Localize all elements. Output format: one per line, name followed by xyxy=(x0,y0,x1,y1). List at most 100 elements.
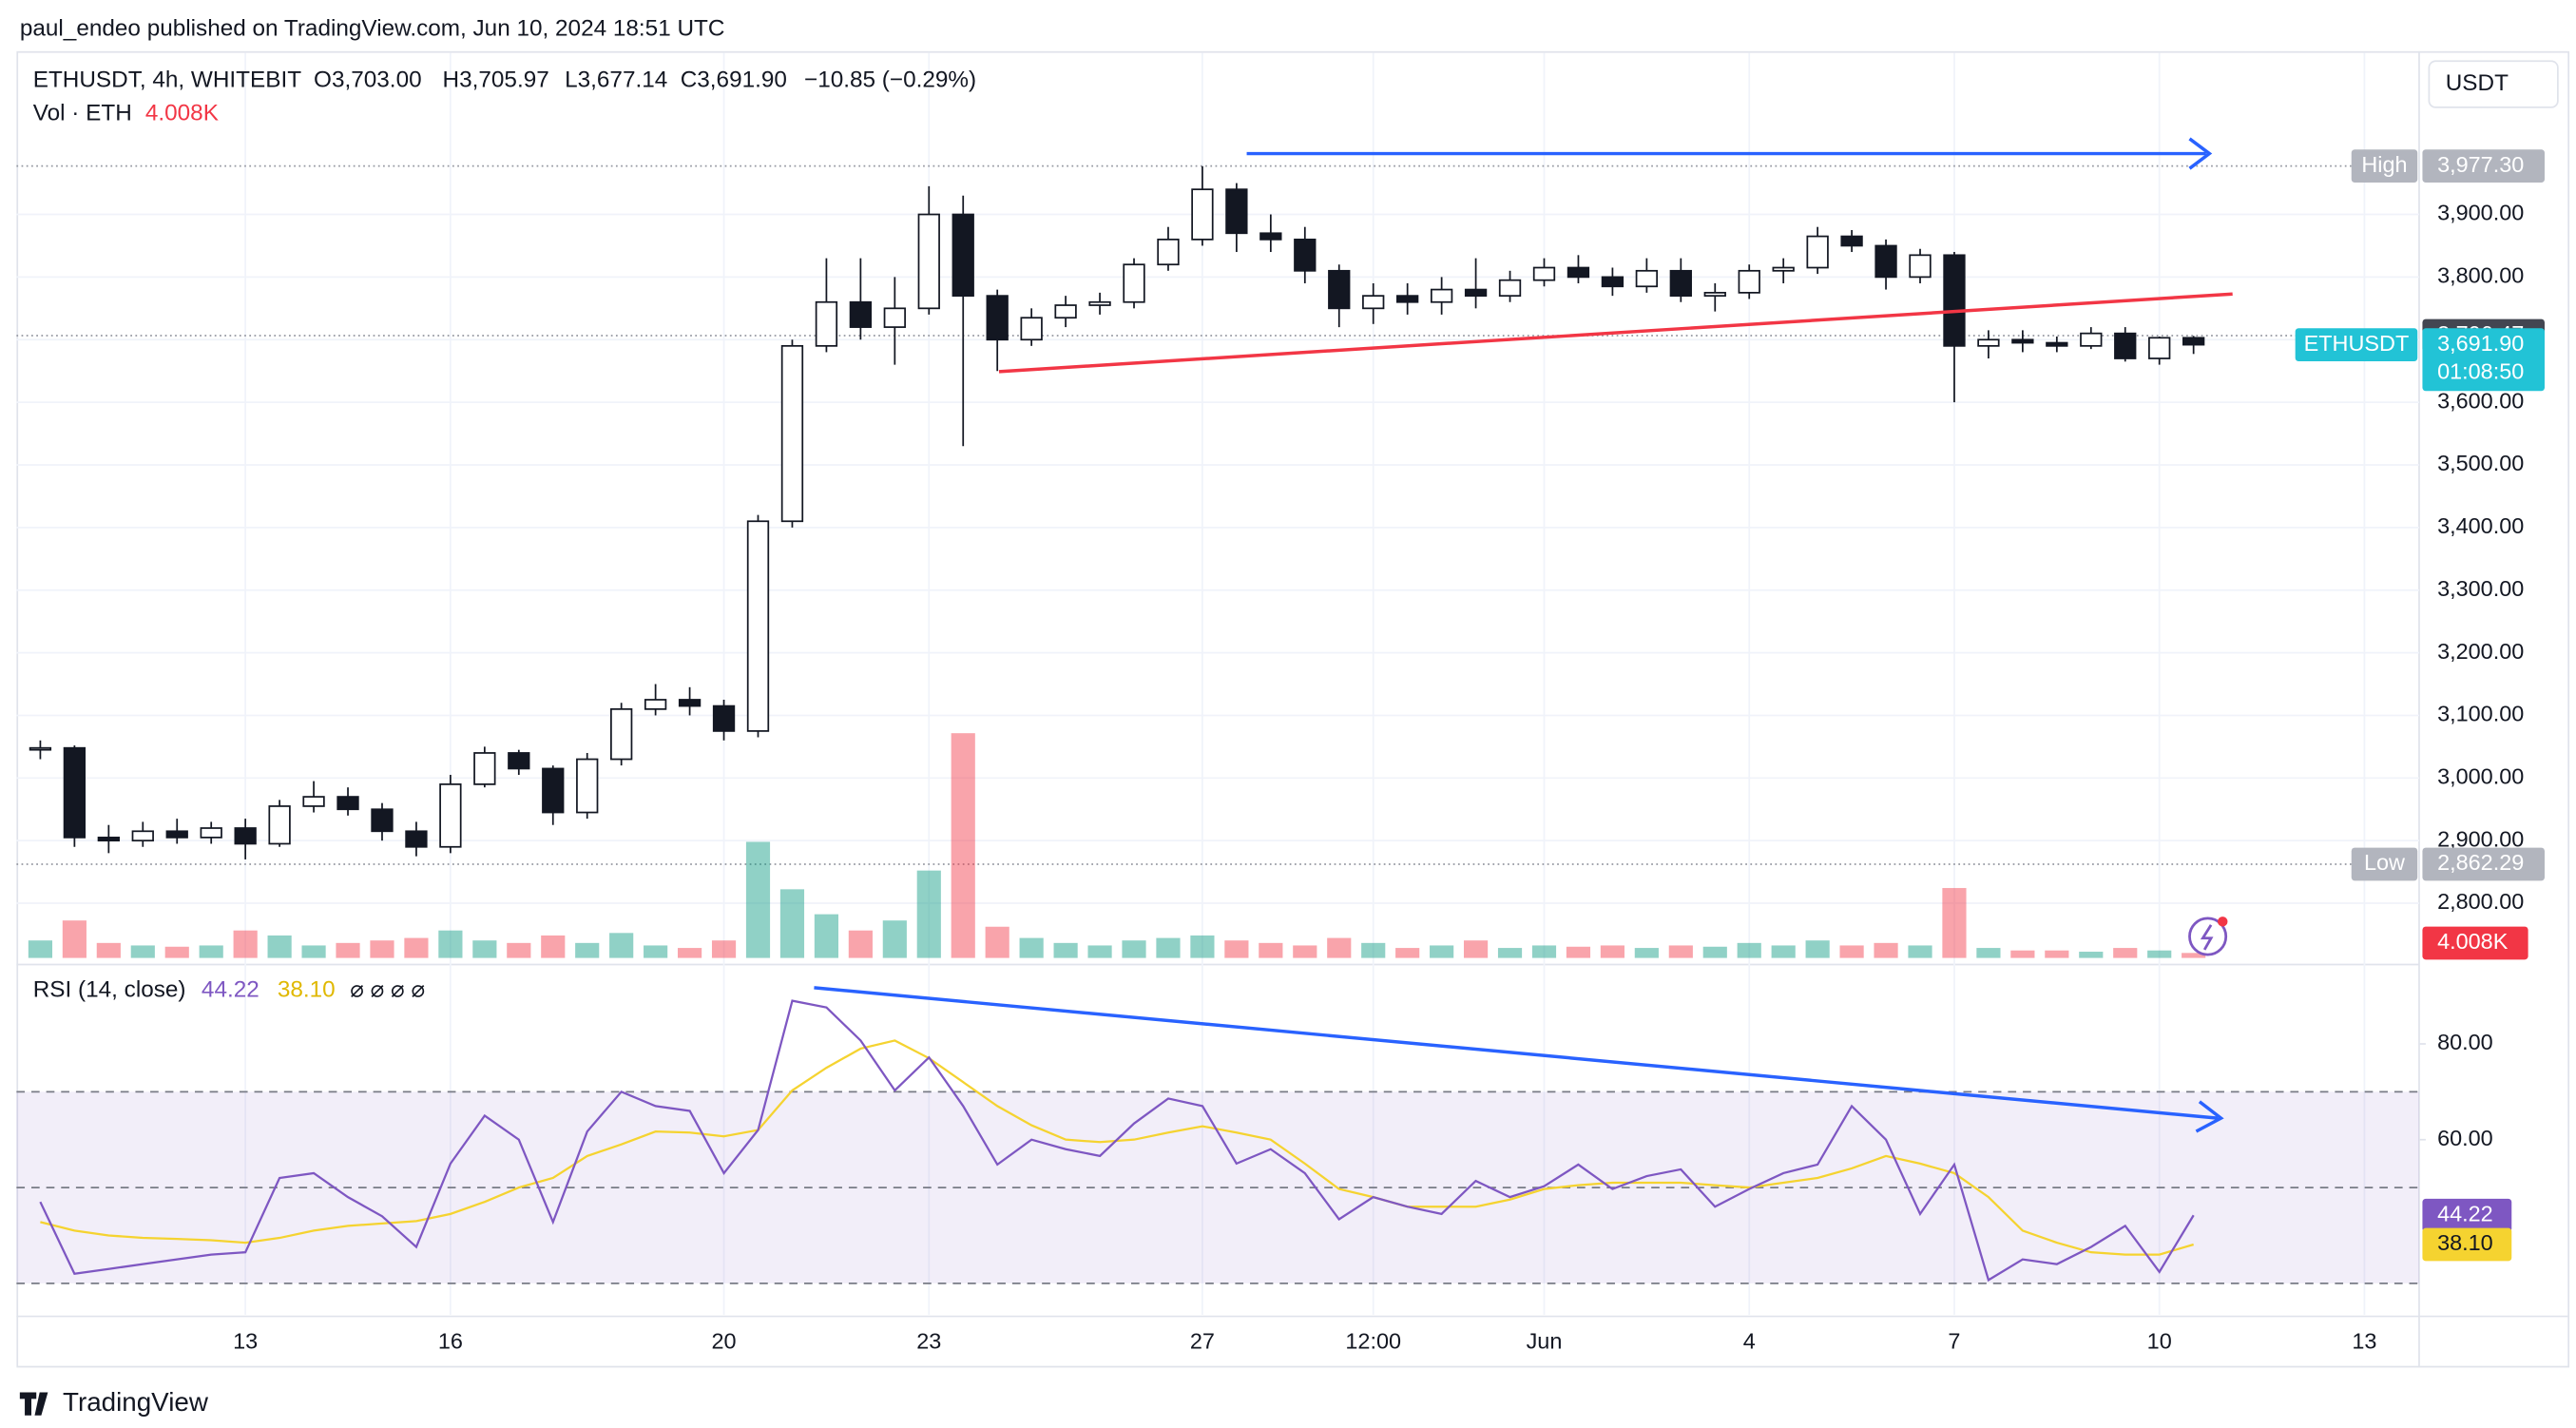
volume-bar xyxy=(2079,952,2104,958)
replay-icon[interactable] xyxy=(2188,917,2228,956)
x-tick-label: 16 xyxy=(438,1329,463,1354)
candle-body xyxy=(1396,295,1419,303)
x-tick-label: 20 xyxy=(712,1329,737,1354)
volume-bar xyxy=(1327,937,1352,958)
volume-title: Vol · ETH xyxy=(33,100,132,125)
candle-body xyxy=(2148,337,2171,359)
rsi-tag-text: 44.22 xyxy=(2437,1201,2493,1225)
level-name-tag xyxy=(2351,149,2418,183)
x-tick-label: 12:00 xyxy=(1345,1329,1401,1354)
volume-bar xyxy=(233,930,258,958)
candle-body xyxy=(508,752,530,770)
volume-bar xyxy=(404,937,429,958)
x-tick-label: 13 xyxy=(233,1329,258,1354)
volume-bar xyxy=(1737,942,1761,958)
y-tick-label: 3,400.00 xyxy=(2437,513,2524,538)
candle-body xyxy=(1943,254,1966,347)
volume-bar xyxy=(2182,953,2206,958)
ohlc-low: L3,677.14 xyxy=(565,68,667,93)
candle-body xyxy=(610,707,633,761)
candle-body xyxy=(1669,269,1692,298)
currency-button[interactable] xyxy=(2428,60,2559,108)
y-tick-label: 3,600.00 xyxy=(2437,388,2524,413)
volume-bar xyxy=(575,942,600,958)
candle-body xyxy=(371,808,394,833)
candle-body xyxy=(1430,288,1453,303)
volume-bar xyxy=(2147,950,2172,958)
candle-body xyxy=(1464,288,1488,298)
candle-body xyxy=(1294,239,1317,272)
candle-body xyxy=(1567,266,1590,279)
volume-bar xyxy=(28,940,53,958)
volume-bar xyxy=(1771,945,1796,958)
y-tick-label: 3,800.00 xyxy=(2437,263,2524,288)
candle-body xyxy=(200,827,222,839)
arrow-head xyxy=(2188,137,2213,170)
volume-bar xyxy=(1908,945,1932,958)
candle-body xyxy=(712,704,736,732)
y-tick-label: 3,200.00 xyxy=(2437,639,2524,664)
volume-bar xyxy=(1874,942,1898,958)
volume-bar xyxy=(916,870,941,958)
rsi-extras: ⌀ ⌀ ⌀ ⌀ xyxy=(350,977,425,1003)
volume-bar xyxy=(1053,942,1078,958)
volume-tag xyxy=(2422,926,2528,960)
x-tick-label: 7 xyxy=(1948,1329,1960,1354)
x-tick-label: 10 xyxy=(2147,1329,2172,1354)
candle-body xyxy=(1054,304,1077,319)
volume-bar xyxy=(1156,937,1181,958)
volume-bar xyxy=(1395,948,1420,958)
volume-bar xyxy=(1702,946,1727,958)
volume-bar xyxy=(2045,950,2069,958)
volume-bar xyxy=(301,945,326,958)
volume-bar xyxy=(164,946,189,958)
rsi-trend-arrow xyxy=(814,986,2219,1120)
candle-body xyxy=(780,344,804,523)
rsi-tick-label: 60.00 xyxy=(2437,1126,2493,1150)
rsi-title: RSI (14, close) xyxy=(33,977,186,1003)
rsi-ma-tag-text: 38.10 xyxy=(2437,1230,2493,1255)
x-tick-label: 4 xyxy=(1743,1329,1756,1354)
volume-bar xyxy=(745,841,771,958)
volume-bar xyxy=(1634,948,1659,958)
candle-body xyxy=(917,213,940,310)
candle-body xyxy=(165,830,188,839)
volume-bar xyxy=(267,935,292,958)
candle-body xyxy=(234,827,257,845)
y-tick-label: 3,900.00 xyxy=(2437,201,2524,225)
volume-bar xyxy=(1600,945,1624,958)
x-tick-label: 23 xyxy=(916,1329,941,1354)
candle-body xyxy=(986,295,1009,341)
last-price: 3,691.90 xyxy=(2437,331,2524,356)
volume-bar xyxy=(472,940,497,958)
x-tick-label: Jun xyxy=(1527,1329,1563,1354)
candle-body xyxy=(1259,232,1282,241)
volume-bar xyxy=(1361,942,1386,958)
volume-bar xyxy=(1839,945,1864,958)
candle-body xyxy=(2011,338,2034,344)
price-tags: 3,977.30High2,862.29Low3,706.47ETHUSDT3,… xyxy=(2295,149,2545,1262)
level-tag xyxy=(2422,149,2545,183)
volume-bar xyxy=(814,914,838,958)
volume-bar xyxy=(199,945,223,958)
candle-body xyxy=(1840,235,1863,247)
candle-body xyxy=(1977,338,2000,347)
candle-body xyxy=(473,752,496,785)
brand-logo xyxy=(19,1392,48,1416)
volume-bar xyxy=(1293,945,1317,958)
candle-body xyxy=(1532,266,1556,281)
level-value: 3,977.30 xyxy=(2437,152,2524,177)
level-name-tag xyxy=(2351,847,2418,881)
chart-frame xyxy=(16,50,2570,1368)
y-tick-label: 3,300.00 xyxy=(2437,576,2524,601)
candle-body xyxy=(542,767,565,814)
volume-bar xyxy=(1224,940,1249,958)
y-tick-label: 2,900.00 xyxy=(2437,826,2524,851)
candle-body xyxy=(1088,300,1111,306)
candle-body xyxy=(815,300,838,347)
candle-body xyxy=(1020,317,1043,341)
candle-body xyxy=(302,796,325,807)
candle-body xyxy=(1328,269,1351,310)
